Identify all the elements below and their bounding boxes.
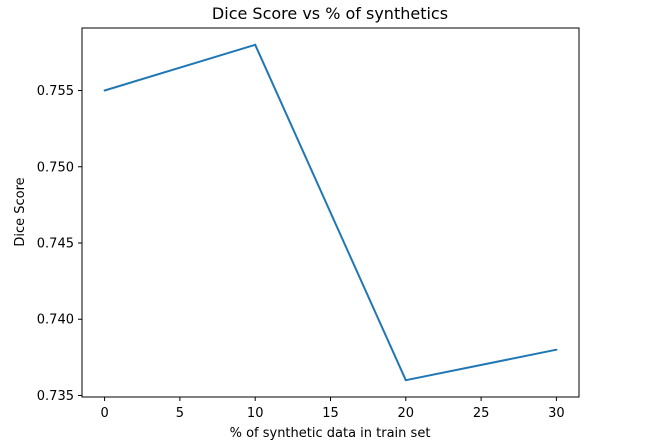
- y-tick-label: 0.740: [37, 313, 74, 328]
- data-point: [103, 89, 106, 92]
- series-line: [104, 43, 557, 382]
- y-tick-label: 0.750: [37, 160, 74, 175]
- x-axis-ticks: 0 5 10 15 20 25 30: [100, 397, 565, 421]
- x-tick-label: 25: [473, 406, 490, 421]
- x-tick-label: 0: [100, 406, 108, 421]
- y-axis-label: Dice Score: [13, 177, 28, 246]
- x-tick-label: 20: [398, 406, 415, 421]
- chart-title: Dice Score vs % of synthetics: [212, 4, 448, 23]
- data-point: [555, 348, 558, 351]
- data-point: [254, 43, 257, 46]
- data-point: [404, 379, 407, 382]
- y-tick-label: 0.755: [37, 84, 74, 99]
- x-axis-label: % of synthetic data in train set: [230, 426, 431, 441]
- y-tick-label: 0.735: [37, 389, 74, 404]
- x-tick-label: 15: [322, 406, 339, 421]
- x-tick-label: 10: [247, 406, 264, 421]
- x-tick-label: 5: [176, 406, 184, 421]
- y-tick-label: 0.745: [37, 236, 74, 251]
- series-layer: [103, 43, 558, 382]
- y-axis-ticks: 0.735 0.740 0.745 0.750 0.755: [37, 84, 82, 404]
- x-tick-label: 30: [548, 406, 565, 421]
